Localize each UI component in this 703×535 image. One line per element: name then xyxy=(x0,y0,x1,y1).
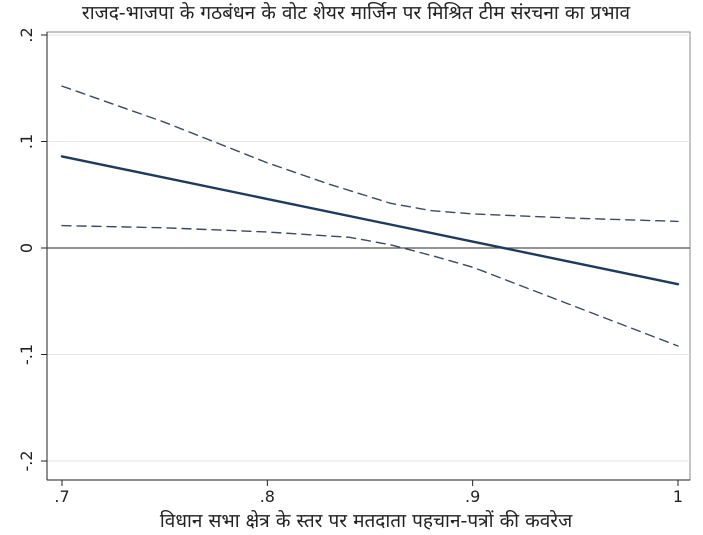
plot-area xyxy=(46,31,691,481)
lower_ci-line xyxy=(61,224,679,347)
y-tick-label: -.2 xyxy=(17,450,36,471)
gridlines xyxy=(47,34,690,462)
upper_ci-line xyxy=(61,85,679,223)
x-tick-label: 1 xyxy=(673,487,683,506)
y-tick-label: .1 xyxy=(17,134,36,149)
x-tick-label: .8 xyxy=(260,487,275,506)
x-tick-label: .9 xyxy=(465,487,480,506)
y-tick-label: 0 xyxy=(17,243,36,253)
x-tick-label: .7 xyxy=(54,487,69,506)
y-tick-label: -.1 xyxy=(17,344,36,365)
series-lines xyxy=(60,85,680,347)
x-axis-ticks: .7 .8 .9 1 xyxy=(54,480,683,506)
estimate-line xyxy=(60,155,680,286)
y-axis-ticks: -.2 -.1 0 .1 .2 xyxy=(17,27,47,472)
chart-title: राजद-भाजपा के गठबंधन के वोट शेयर मार्जिन… xyxy=(82,1,631,24)
x-axis-title: विधान सभा क्षेत्र के स्तर पर मतदाता पहचा… xyxy=(160,509,573,532)
y-tick-label: .2 xyxy=(17,27,36,42)
